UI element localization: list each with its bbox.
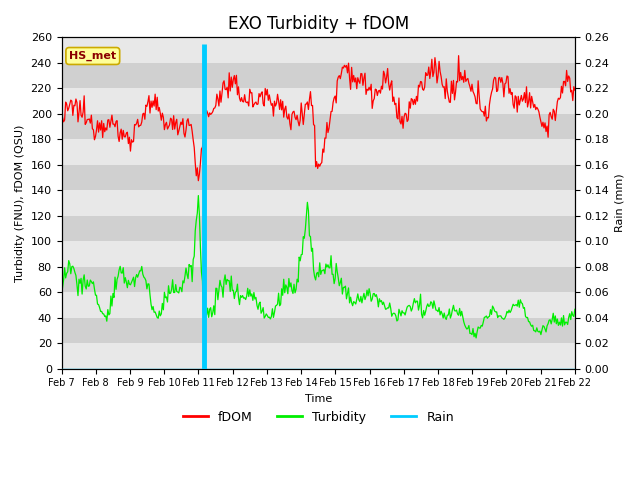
X-axis label: Time: Time xyxy=(305,394,332,404)
Bar xyxy=(61,318,575,343)
Title: EXO Turbidity + fDOM: EXO Turbidity + fDOM xyxy=(228,15,409,33)
Bar xyxy=(61,190,575,216)
Bar xyxy=(61,241,575,266)
Bar xyxy=(61,63,575,88)
Bar xyxy=(61,139,575,165)
Y-axis label: Turbidity (FNU), fDOM (QSU): Turbidity (FNU), fDOM (QSU) xyxy=(15,124,25,282)
Bar xyxy=(61,88,575,114)
Y-axis label: Rain (mm): Rain (mm) xyxy=(615,174,625,232)
Bar xyxy=(61,216,575,241)
Bar xyxy=(61,37,575,63)
Bar xyxy=(61,343,575,369)
Text: HS_met: HS_met xyxy=(69,51,116,61)
Legend: fDOM, Turbidity, Rain: fDOM, Turbidity, Rain xyxy=(177,406,459,429)
Bar xyxy=(61,114,575,139)
Bar xyxy=(61,292,575,318)
Bar xyxy=(61,165,575,190)
Bar xyxy=(61,266,575,292)
